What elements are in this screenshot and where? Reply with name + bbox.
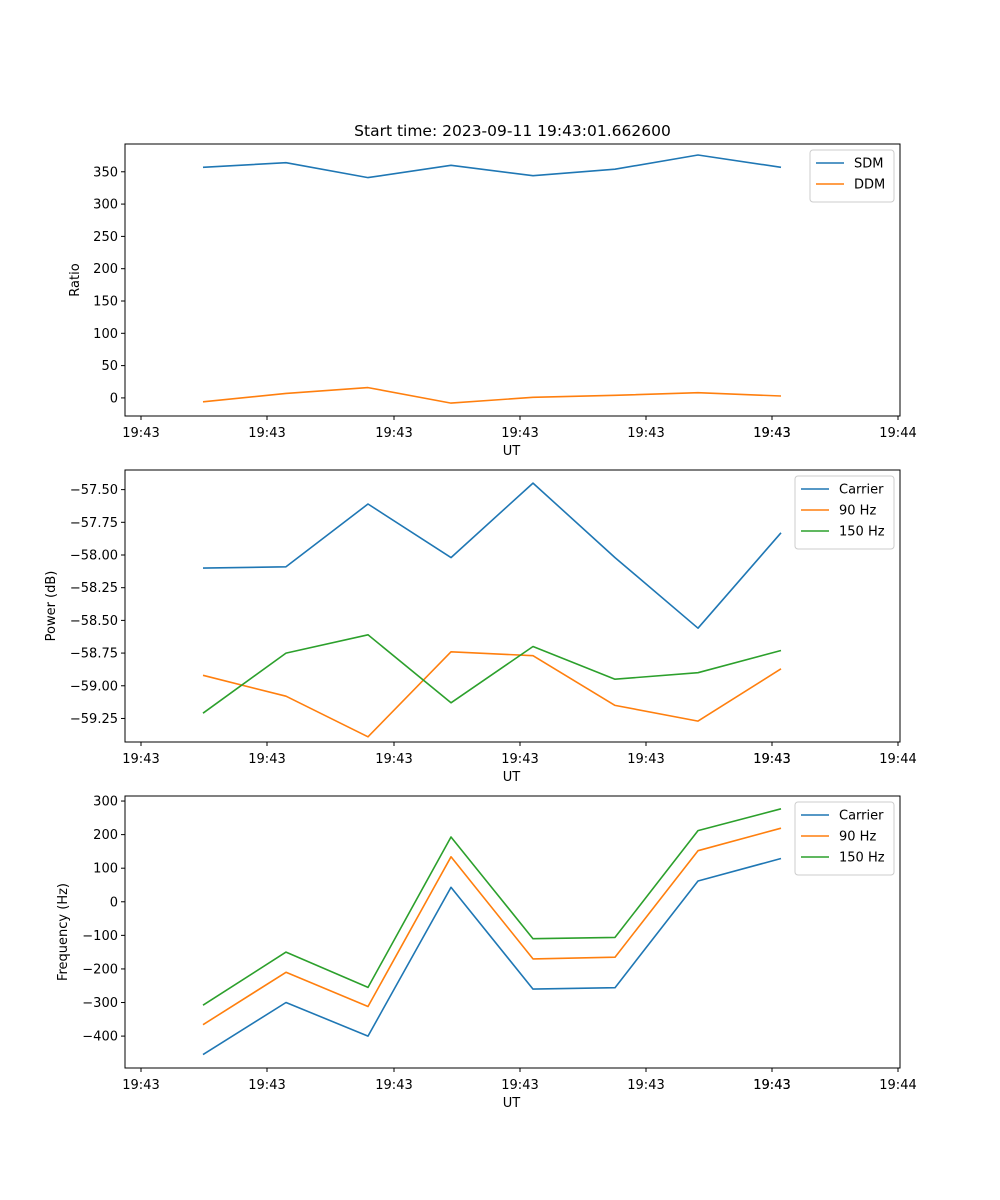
x-tick-label: 19:43 — [248, 1078, 285, 1093]
x-tick-label: 19:44 — [879, 426, 916, 441]
y-tick-label: −400 — [82, 1030, 118, 1045]
series-line-carrier — [202, 482, 782, 630]
y-tick-label: −57.75 — [70, 516, 118, 531]
legend-label: SDM — [854, 157, 883, 172]
legend-label: 90 Hz — [839, 504, 876, 519]
x-tick-label: 19:43 — [627, 426, 664, 441]
legend-label: 90 Hz — [839, 830, 876, 845]
y-tick-label: −58.50 — [70, 614, 118, 629]
x-tick-label: 19:43 — [375, 1078, 412, 1093]
x-tick-label: 19:43 — [753, 752, 790, 767]
x-tick-label: 19:43 — [753, 426, 790, 441]
series-line-90-hz — [202, 650, 782, 738]
x-tick-label: 19:43 — [753, 426, 790, 441]
series-line-150-hz — [202, 633, 782, 714]
y-axis-label: Ratio — [68, 263, 83, 296]
y-tick-label: 300 — [93, 795, 118, 810]
y-tick-label: 50 — [101, 359, 118, 374]
y-tick-label: 250 — [93, 230, 118, 245]
y-tick-label: 200 — [93, 828, 118, 843]
x-axis-label: UT — [503, 770, 521, 785]
legend-label: Carrier — [839, 809, 884, 824]
plot-frame — [124, 469, 901, 743]
chart-panel-2: 19:43 19:43 19:43 19:43 19:43 19:43 19:4419:43… — [44, 469, 917, 785]
y-tick-label: −59.25 — [70, 712, 118, 727]
y-tick-label: 200 — [93, 262, 118, 277]
plot-frame — [124, 143, 901, 417]
legend-label: DDM — [854, 178, 885, 193]
y-tick-label: −58.25 — [70, 581, 118, 596]
x-axis-label: UT — [503, 444, 521, 459]
y-tick-label: −300 — [82, 996, 118, 1011]
chart-panel-3: 19:43 19:43 19:43 19:43 19:43 19:43 19:4419:43… — [56, 795, 917, 1111]
x-tick-label: 19:43 — [501, 752, 538, 767]
y-tick-label: 100 — [93, 862, 118, 877]
x-tick-label: 19:43 — [627, 752, 664, 767]
y-tick-label: 350 — [93, 165, 118, 180]
series-line-sdm — [202, 154, 782, 179]
x-tick-label: 19:44 — [879, 752, 916, 767]
x-tick-label: 19:43 — [753, 1078, 790, 1093]
x-tick-label: 19:43 — [375, 752, 412, 767]
legend-label: 150 Hz — [839, 525, 885, 540]
x-axis-label: UT — [503, 1096, 521, 1111]
legend: Carrier 90 Hz 150 Hz — [794, 475, 895, 550]
legend-label: Carrier — [839, 483, 884, 498]
y-tick-label: 0 — [110, 391, 118, 406]
x-tick-label: 19:43 — [248, 752, 285, 767]
series-line-carrier — [202, 857, 782, 1056]
chart-title: Start time: 2023-09-11 19:43:01.662600 — [354, 122, 671, 140]
series-line-ddm — [202, 386, 782, 404]
y-tick-label: −58.00 — [70, 549, 118, 564]
legend: Carrier 90 Hz 150 Hz — [794, 801, 895, 876]
y-tick-label: 300 — [93, 198, 118, 213]
y-axis-label: Power (dB) — [44, 571, 59, 642]
x-tick-label: 19:43 — [122, 752, 159, 767]
y-tick-label: 100 — [93, 327, 118, 342]
y-tick-label: −57.50 — [70, 483, 118, 498]
x-tick-label: 19:43 — [501, 426, 538, 441]
series-line-90-hz — [202, 827, 782, 1026]
y-tick-label: −100 — [82, 929, 118, 944]
y-tick-label: −59.00 — [70, 679, 118, 694]
chart-panel-1: Start time: 2023-09-11 19:43:01.662600 19… — [68, 122, 917, 459]
x-tick-label: 19:43 — [753, 752, 790, 767]
x-tick-label: 19:43 — [375, 426, 412, 441]
y-tick-label: 150 — [93, 294, 118, 309]
y-tick-label: −58.75 — [70, 647, 118, 662]
y-tick-label: −200 — [82, 962, 118, 977]
x-tick-label: 19:43 — [248, 426, 285, 441]
x-tick-label: 19:43 — [753, 1078, 790, 1093]
x-tick-label: 19:43 — [122, 1078, 159, 1093]
legend: SDM DDM — [809, 149, 895, 203]
x-tick-label: 19:44 — [879, 1078, 916, 1093]
x-tick-label: 19:43 — [627, 1078, 664, 1093]
plot-frame — [124, 795, 901, 1069]
y-axis-label: Frequency (Hz) — [56, 883, 71, 981]
x-tick-label: 19:43 — [501, 1078, 538, 1093]
legend-label: 150 Hz — [839, 851, 885, 866]
x-tick-label: 19:43 — [122, 426, 159, 441]
series-line-150-hz — [202, 808, 782, 1006]
y-tick-label: 0 — [110, 895, 118, 910]
